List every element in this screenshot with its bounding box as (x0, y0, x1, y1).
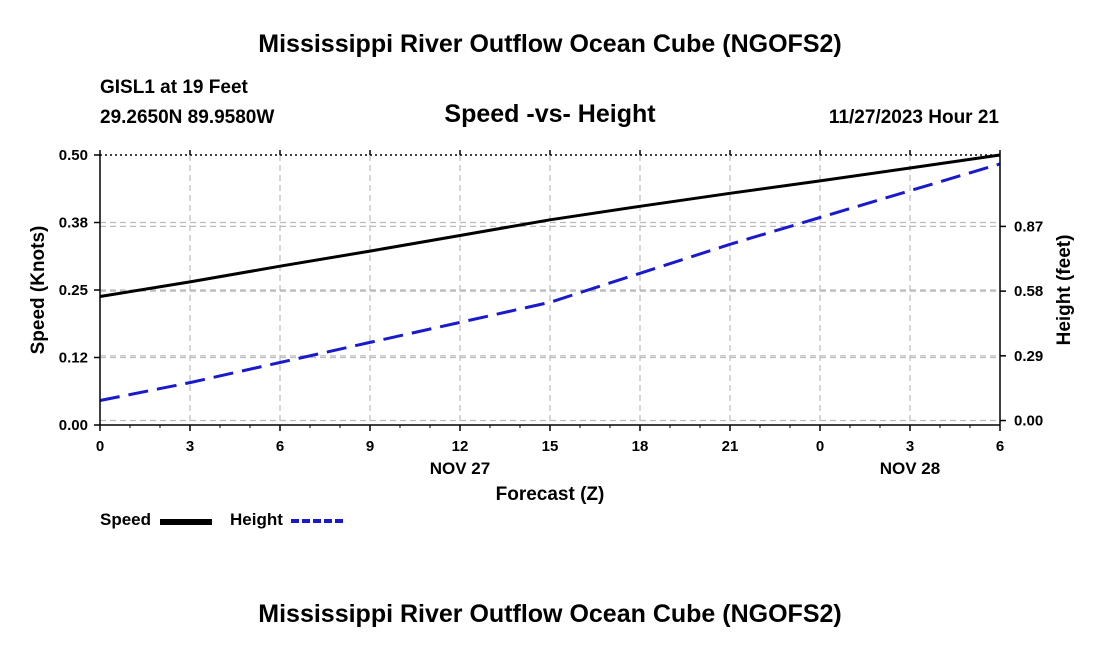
series-line-speed (99, 153, 1001, 298)
legend-speed-swatch (160, 519, 212, 525)
chart-subtitle: Speed -vs- Height (444, 100, 656, 128)
x-tick-label: 12 (452, 438, 469, 455)
station-coords: 29.2650N 89.9580W (100, 107, 275, 128)
x-tick-label: 0 (816, 438, 824, 455)
y-left-tick-label: 0.00 (59, 417, 88, 434)
legend-height-swatch (291, 519, 343, 523)
x-tick-label: 3 (906, 438, 914, 455)
x-tick-label: 9 (366, 438, 374, 455)
y-left-axis-title: Speed (Knots) (28, 226, 49, 355)
y-right-tick-label: 0.58 (1014, 283, 1043, 300)
y-left-tick-label: 0.25 (59, 282, 88, 299)
main-title: Mississippi River Outflow Ocean Cube (NG… (258, 30, 842, 58)
legend-height-label: Height (230, 510, 283, 529)
speed-height-chart: 0 3 6 9 12 15 18 21 0 3 6 NOV 27 NOV 28 Forecast (Z) 0… (28, 147, 1075, 505)
y-left-tick-label: 0.12 (59, 350, 88, 367)
forecast-datetime: 11/27/2023 Hour 21 (828, 107, 999, 128)
footer-title: Mississippi River Outflow Ocean Cube (NG… (258, 600, 842, 628)
y-left-tick-label: 0.50 (59, 147, 88, 164)
station-name: GISL1 at 19 Feet (100, 77, 248, 98)
x-tick-label: 6 (996, 438, 1004, 455)
series (99, 153, 1001, 402)
x-tick-label: 18 (632, 438, 649, 455)
legend-speed-label: Speed (100, 510, 152, 529)
y-right-axis-title: Height (feet) (1054, 235, 1075, 346)
x-tick-label: 0 (96, 438, 104, 455)
date-label: NOV 27 (430, 459, 490, 478)
y-right-tick-label: 0.87 (1014, 218, 1043, 235)
date-label: NOV 28 (880, 459, 940, 478)
tick-labels: 0 3 6 9 12 15 18 21 0 3 6 NOV 27 NOV 28 Forecast (Z) 0… (28, 147, 1075, 505)
y-right-tick-label: 0.00 (1014, 413, 1043, 430)
x-tick-label: 6 (276, 438, 284, 455)
x-tick-label: 3 (186, 438, 194, 455)
grid (100, 155, 1000, 425)
y-left-tick-label: 0.38 (59, 215, 88, 232)
y-right-tick-label: 0.29 (1014, 348, 1043, 365)
x-tick-label: 21 (722, 438, 739, 455)
series-line-height (99, 162, 1001, 402)
axes (94, 150, 1006, 431)
x-tick-label: 15 (542, 438, 559, 455)
x-axis-title: Forecast (Z) (496, 484, 605, 505)
